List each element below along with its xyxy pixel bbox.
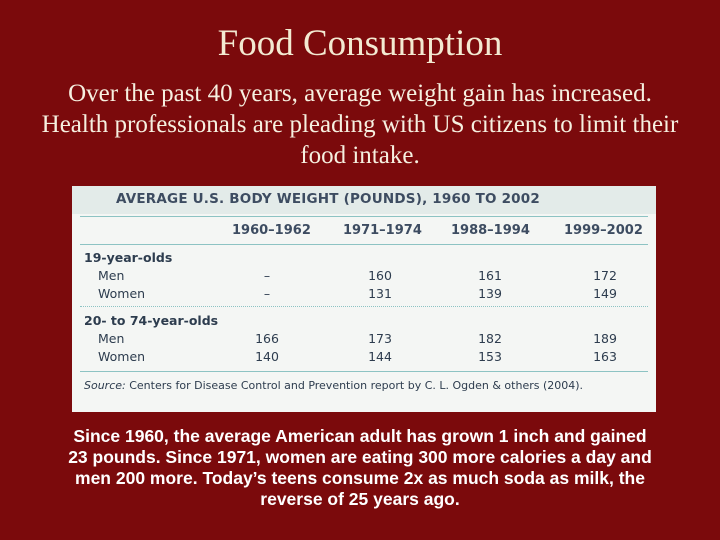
table-cell: 140 bbox=[255, 349, 279, 364]
column-header: 1960–1962 bbox=[232, 223, 311, 238]
intro-text: Over the past 40 years, average weight g… bbox=[41, 80, 679, 169]
table-cell: 189 bbox=[593, 331, 617, 346]
table-cell: 172 bbox=[593, 268, 617, 283]
table-cell: 139 bbox=[478, 286, 502, 301]
table-cell: 161 bbox=[478, 268, 502, 283]
table-title-bar: AVERAGE U.S. BODY WEIGHT (POUNDS), 1960 … bbox=[72, 186, 656, 214]
column-header: 1999–2002 bbox=[564, 223, 643, 238]
table-cell: 166 bbox=[255, 331, 279, 346]
column-header: 1971–1974 bbox=[343, 223, 422, 238]
source-text: Centers for Disease Control and Preventi… bbox=[129, 379, 584, 392]
table-cell: 153 bbox=[478, 349, 502, 364]
table-rule bbox=[80, 244, 648, 245]
table-rule bbox=[80, 306, 648, 307]
source-label: Source: bbox=[84, 379, 126, 392]
table-rule bbox=[80, 216, 648, 217]
table-rule bbox=[80, 371, 648, 372]
row-label: Men bbox=[98, 268, 125, 283]
row-label: Women bbox=[98, 349, 146, 364]
table-title: AVERAGE U.S. BODY WEIGHT (POUNDS), 1960 … bbox=[116, 191, 540, 207]
table-cell: 173 bbox=[368, 331, 392, 346]
column-header: 1988–1994 bbox=[451, 223, 530, 238]
row-label: Women bbox=[98, 286, 146, 301]
table-cell: – bbox=[263, 268, 271, 283]
body-weight-table: AVERAGE U.S. BODY WEIGHT (POUNDS), 1960 … bbox=[72, 186, 656, 412]
table-cell: 149 bbox=[593, 286, 617, 301]
slide-title: Food Consumption bbox=[217, 23, 503, 64]
table-cell: – bbox=[263, 286, 271, 301]
table-source: Source: Centers for Disease Control and … bbox=[84, 379, 583, 392]
table-cell: 144 bbox=[368, 349, 392, 364]
table-cell: 160 bbox=[368, 268, 392, 283]
table-cell: 131 bbox=[368, 286, 392, 301]
group-label: 19-year-olds bbox=[84, 250, 173, 265]
table-cell: 182 bbox=[478, 331, 502, 346]
summary-text: Since 1960, the average American adult h… bbox=[68, 426, 652, 509]
group-label: 20- to 74-year-olds bbox=[84, 313, 219, 328]
row-label: Men bbox=[98, 331, 125, 346]
table-cell: 163 bbox=[593, 349, 617, 364]
